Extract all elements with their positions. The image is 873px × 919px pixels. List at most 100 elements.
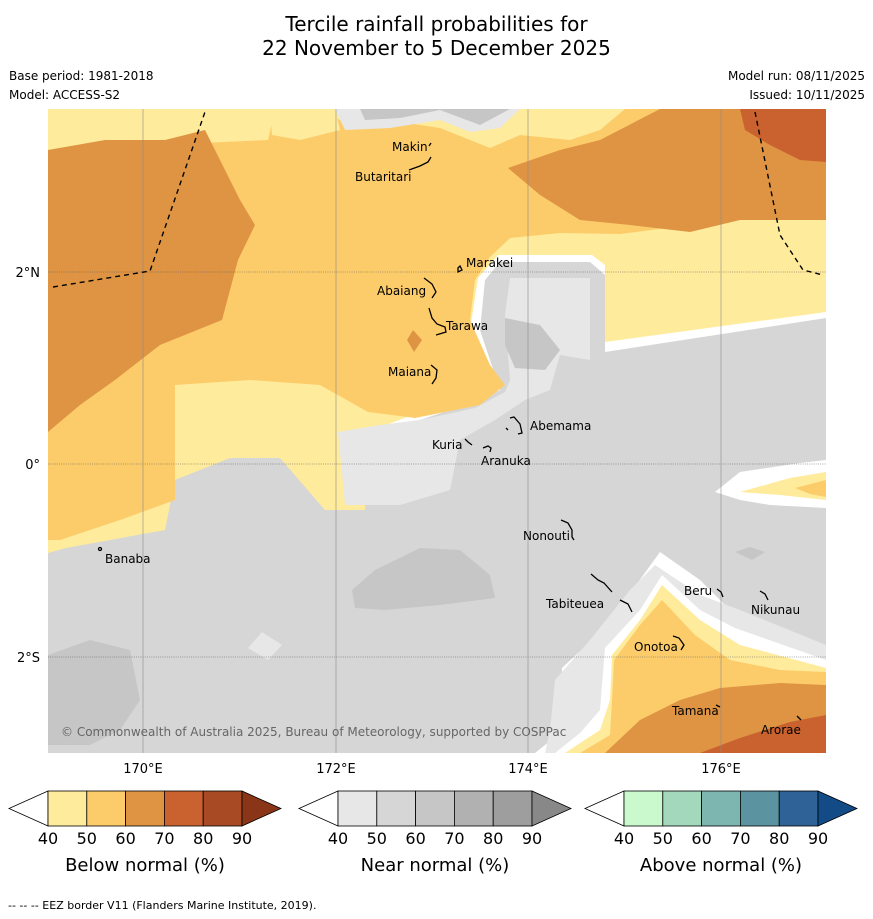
above-colorbar-segment [623, 790, 664, 827]
above-colorbar-segment [740, 790, 780, 827]
island-label-tabiteuea: Tabiteuea [545, 597, 604, 611]
eez-east [754, 111, 824, 276]
lat-label-0: 0° [25, 458, 40, 473]
island-label-kuria: Kuria [432, 438, 463, 452]
lon-label-170: 170°E [123, 762, 163, 777]
above-colorbar-segment [778, 790, 819, 827]
graticule-lon [142, 109, 722, 753]
region-below-50-patch [175, 382, 270, 460]
near-colorbar-segment [492, 790, 533, 827]
near-colorbar-segment [376, 790, 416, 827]
island-label-abemama: Abemama [530, 419, 591, 433]
above-colorbar-segment [662, 790, 702, 827]
island-shape-aranuka [482, 445, 492, 453]
region-near-40-patch [248, 632, 282, 660]
above-colorbar-segment [701, 790, 741, 827]
eez-borders [52, 109, 824, 288]
below-colorbar-segment [163, 790, 204, 827]
island-shape-maiana [430, 364, 438, 385]
colorbar-below: 40 50 60 70 80 90 Below normal (%) [8, 790, 282, 876]
island-label-makin: Makin [392, 140, 428, 154]
below-colorbar-tick: 80 [193, 829, 213, 848]
island-shape-tabiteuea [590, 573, 633, 613]
region-near-60-center [352, 548, 495, 610]
lon-label-172: 172°E [316, 762, 356, 777]
near-colorbar-segment [453, 790, 494, 827]
island-label-nikunau: Nikunau [751, 603, 800, 617]
above-colorbar-tick: 40 [614, 829, 634, 848]
below-colorbar-tick: 90 [232, 829, 252, 848]
above-colorbar-tick: 50 [653, 829, 673, 848]
near-colorbar-tick: 50 [367, 829, 387, 848]
above-colorbar-low-arrow [584, 790, 625, 827]
below-colorbar-segment [86, 790, 127, 827]
title-line-2: 22 November to 5 December 2025 [262, 36, 611, 60]
above-colorbar-high-arrow [817, 790, 858, 827]
island-shape-nonouti [560, 519, 575, 541]
colorbar-above: 40 50 60 70 80 90 Above normal (%) [584, 790, 858, 876]
island-shape-tamana [715, 704, 721, 708]
lat-label-2n: 2°N [16, 266, 41, 281]
island-shape-arorae [796, 715, 802, 721]
region-below-70-ne [508, 109, 826, 232]
region-below-70-diamond [407, 330, 422, 352]
title-line-1: Tercile rainfall probabilities for [285, 12, 588, 36]
island-shape-onotoa [672, 635, 685, 651]
below-colorbar-high-arrow [241, 790, 282, 827]
island-shape-marakei [457, 264, 463, 274]
island-label-butaritari: Butaritari [355, 170, 412, 184]
island-shape-kuria [464, 438, 473, 446]
island-shape-abaiang [423, 277, 437, 299]
lon-label-174: 174°E [508, 762, 548, 777]
above-colorbar-tick: 90 [808, 829, 828, 848]
near-colorbar-low-arrow [298, 790, 339, 827]
island-label-onotoa: Onotoa [634, 640, 678, 654]
region-below-80-ne [740, 109, 826, 162]
copyright-notice: © Commonwealth of Australia 2025, Bureau… [61, 725, 566, 739]
near-colorbar-segment [337, 790, 378, 827]
island-label-arorae: Arorae [761, 723, 801, 737]
island-shape-makin [428, 142, 432, 147]
region-near-60-sw [48, 640, 140, 745]
island-shape-beru [716, 588, 724, 598]
above-colorbar-tick: 60 [691, 829, 711, 848]
below-colorbar-segment [125, 790, 165, 827]
island-label-banaba: Banaba [105, 552, 151, 566]
model-run: Model run: 08/11/2025 [727, 69, 865, 83]
island-label-tarawa: Tarawa [445, 319, 488, 333]
below-colorbar-segment [47, 790, 88, 827]
region-below-50-east [740, 472, 826, 500]
near-colorbar-tick: 90 [522, 829, 542, 848]
island-label-tamana: Tamana [671, 704, 719, 718]
island-shapes [97, 142, 802, 721]
near-colorbar-tick: 80 [483, 829, 503, 848]
island-shape-nikunau [759, 590, 769, 601]
colorbar-near: 40 50 60 70 80 90 Near normal (%) [298, 790, 572, 876]
region-below-80-south [700, 715, 826, 753]
island-labels: Makin Butaritari Marakei Abaiang Tarawa … [105, 140, 801, 737]
island-shape-banaba [97, 546, 103, 552]
lat-label-2s: 2°S [17, 651, 40, 666]
island-label-aranuka: Aranuka [481, 454, 531, 468]
region-below-50-band [270, 109, 340, 140]
island-shape-abemama [505, 416, 523, 435]
region-below-60-east [795, 480, 826, 497]
island-label-marakei: Marakei [466, 256, 513, 270]
eez-footnote: -- -- -- EEZ border V11 (Flanders Marine… [8, 899, 317, 912]
island-shape-tarawa [428, 307, 447, 336]
below-colorbar-tick: 60 [115, 829, 135, 848]
meta-left: Base period: 1981-2018 Model: ACCESS-S2 [9, 67, 154, 105]
meta-right: Model run: 08/11/2025 Issued: 10/11/2025 [728, 67, 865, 105]
below-colorbar-low-arrow [8, 790, 49, 827]
map-area: Makin Butaritari Marakei Abaiang Tarawa … [48, 109, 826, 753]
above-colorbar-tick: 80 [769, 829, 789, 848]
below-colorbar-tick: 70 [154, 829, 174, 848]
below-colorbar-label: Below normal (%) [65, 855, 225, 876]
island-label-beru: Beru [684, 584, 712, 598]
region-below-70-west [48, 130, 255, 432]
issued-date: Issued: 10/11/2025 [749, 88, 865, 102]
region-near-60-east [735, 547, 765, 560]
region-near-60-inner [505, 318, 560, 370]
above-colorbar-label: Above normal (%) [640, 855, 802, 876]
above-colorbar-tick: 70 [730, 829, 750, 848]
